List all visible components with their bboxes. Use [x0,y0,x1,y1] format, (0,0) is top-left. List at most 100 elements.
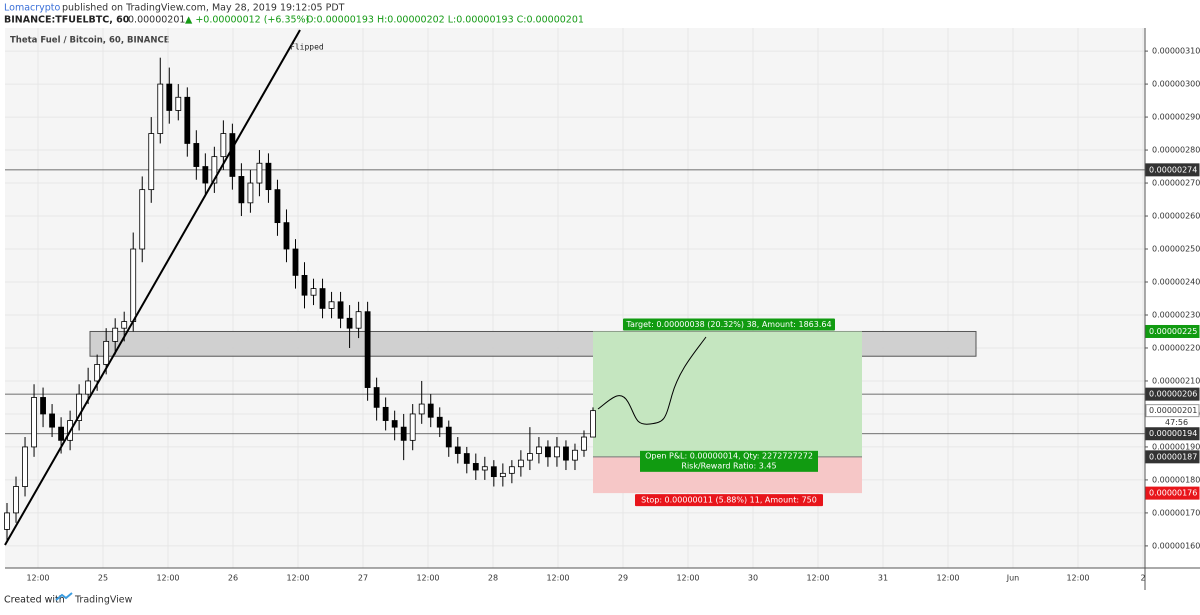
candle-body [40,397,46,415]
x-tick-label: 12:00 [806,574,829,583]
ohlc: O:0.00000193 H:0.00000202 L:0.00000193 C… [306,15,584,26]
price-tag [1145,427,1200,441]
y-tick-label: 0.00000230 [1152,310,1200,319]
position-label-box [635,494,823,507]
candle-body [409,413,416,441]
candle-body [76,393,83,421]
x-tick-label: 29 [618,574,628,583]
candle-body [121,321,128,329]
position-label-box [623,318,835,331]
price-tag [1145,387,1200,401]
candle-body [581,436,587,451]
candle-body [436,416,443,428]
grid [5,28,1145,568]
x-tick-label: 12:00 [286,574,309,583]
y-tick-label: 0.00000290 [1152,113,1200,122]
candle-body [328,301,335,309]
candle-body [22,446,28,487]
candle-body [229,133,236,177]
y-tick-label: 0.00000300 [1152,80,1200,89]
candle-body [536,446,542,454]
x-tick-label: 12:00 [26,574,49,583]
price-tag-label: 0.00000206 [1149,390,1197,399]
plot-background [5,28,1145,568]
y-tick-label: 0.00000280 [1152,146,1200,155]
candle-body [400,426,407,441]
price-tag [1145,404,1200,418]
candles [4,57,596,543]
candle-body [391,420,398,428]
y-tick-label: 0.00000160 [1152,541,1200,550]
x-tick-label: 28 [488,574,498,583]
candle-body [157,83,164,134]
y-tick-label: 0.00000190 [1152,442,1200,451]
x-tick-label: 12:00 [1066,574,1089,583]
x-tick-label: 25 [98,574,108,583]
x-tick-label: 12:00 [156,574,179,583]
candle-body [554,446,560,458]
footer-brand[interactable]: TradingView [74,595,133,606]
x-tick-label: Jun [1006,574,1020,583]
chart-title: Theta Fuel / Bitcoin, 60, BINANCE [10,36,170,46]
annotation: Flipped [290,43,324,52]
y-tick-label: 0.00000260 [1152,212,1200,221]
candle-body [517,459,524,468]
author[interactable]: Lomacrypto [4,3,61,14]
candle-body [292,248,299,276]
price-tag [1145,450,1200,464]
candle-body [545,446,551,458]
y-tick-label: 0.00000270 [1152,179,1200,188]
candle-body [94,364,101,382]
candle-body [139,189,146,250]
candle-body [490,466,497,478]
x-tick-label: 31 [878,574,888,583]
candle-body [472,463,479,471]
last-price: 0.00000201 [128,15,185,26]
candle-body [4,512,10,530]
x-tick-label: 30 [748,574,758,583]
candle-body [112,327,119,342]
candle-body [58,426,64,441]
symbol: BINANCE:TFUELBTC, 60 [4,15,130,26]
label-layer: 0.00000160 0.00000170 0.00000180 0.00000190… [26,47,1200,583]
y-tick-label: 0.00000310 [1152,47,1200,56]
y-tick-label: 0.00000170 [1152,508,1200,517]
x-tick-label: 12:00 [546,574,569,583]
candle-body [382,406,389,421]
price-tag [1145,163,1200,177]
candle-body [193,143,200,167]
published: published on TradingView.com, May 28, 20… [62,3,345,14]
candle-body [373,387,380,408]
y-tick-label: 0.00000240 [1152,278,1200,287]
price-tag-label: 0.00000225 [1149,327,1197,336]
x-tick-label: 12:00 [936,574,959,583]
candle-body [220,133,227,158]
candle-body [301,275,308,296]
y-tick-label: 0.00000220 [1152,343,1200,352]
candle-body [337,301,344,319]
price-tag-label: 0.00000274 [1149,165,1197,174]
candle-body [130,248,137,322]
price-tag-label: 0.00000176 [1149,489,1197,498]
y-tick-label: 0.00000250 [1152,245,1200,254]
candle-body [265,162,272,191]
price-tag-label: 0.00000187 [1149,452,1197,461]
candle-body [454,446,461,454]
candle-body [256,162,263,184]
candle-body [247,182,254,204]
candle-body [590,410,596,438]
candle-body [238,176,245,204]
candle-body [563,446,569,461]
position-label: Target: 0.00000038 (20.32%) 38, Amount: … [625,320,831,329]
candle-body [31,397,37,448]
candle-body [445,426,452,448]
candle-body [13,486,19,514]
candle-body [148,133,155,191]
trend-line [4,29,301,546]
x-tick-label: 12:00 [676,574,699,583]
position-label-box [640,450,818,472]
candle-body [427,403,434,418]
candle-body [508,466,515,474]
profit-zone [593,331,862,457]
